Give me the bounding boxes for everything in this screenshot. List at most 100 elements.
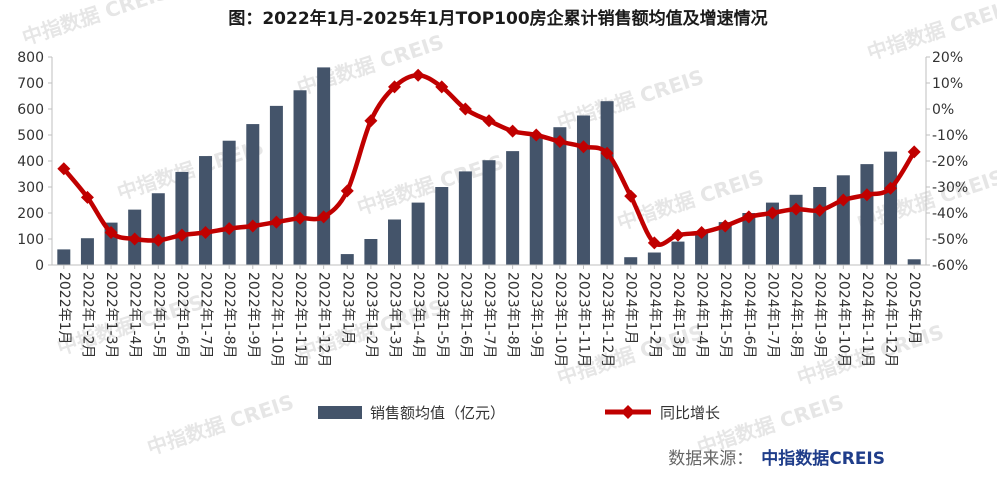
y-left-tick-label: 700	[17, 76, 44, 92]
line-point	[600, 146, 614, 160]
x-tick-label: 2024年1-2月	[646, 272, 662, 359]
bar	[506, 151, 520, 265]
bar	[695, 231, 709, 265]
line-point	[789, 202, 803, 216]
x-tick-label: 2024年1-12月	[883, 272, 899, 367]
x-tick-label: 2023年1-3月	[387, 272, 403, 359]
bar	[340, 254, 354, 265]
x-tick-label: 2024年1-3月	[670, 272, 686, 359]
x-tick-label: 2024年1-5月	[717, 272, 733, 359]
line-point	[506, 124, 520, 138]
line-point	[57, 162, 71, 176]
y-axis-right: -60% -50% -40% -30% -20% -10% 0% 10% 20%	[925, 50, 968, 274]
bar	[813, 187, 827, 265]
bar	[57, 249, 71, 265]
source-brand: 中指数据CREIS	[761, 449, 885, 469]
source-label: 数据来源：	[668, 449, 754, 469]
bar	[860, 164, 874, 265]
line-point	[435, 80, 449, 94]
line-point	[765, 206, 779, 220]
x-tick-label: 2022年1-12月	[316, 272, 332, 367]
x-tick-label: 2023年1-5月	[434, 272, 450, 358]
bar	[482, 160, 496, 265]
bar	[671, 241, 685, 265]
line-series	[57, 68, 921, 250]
bar	[529, 135, 543, 265]
y-axis-left: 0 100 200 300 400 500 600 700 800	[17, 50, 53, 274]
x-tick-label: 2023年1-4月	[410, 272, 426, 359]
bar	[435, 187, 449, 265]
line-point	[695, 226, 709, 239]
bar	[317, 67, 331, 266]
bar	[624, 257, 638, 265]
bar	[765, 202, 779, 265]
x-tick-label: 2024年1-7月	[764, 272, 780, 359]
line-point	[482, 114, 496, 128]
x-tick-label: 2023年1-11月	[575, 272, 591, 367]
watermark-3: 中指数据 CREIS	[864, 0, 997, 65]
x-tick-label: 2022年1-4月	[127, 272, 143, 359]
bar	[293, 90, 307, 265]
bar	[411, 202, 425, 265]
y-right-tick-label: -40%	[932, 206, 968, 222]
x-tick-label: 2022年1-2月	[79, 272, 95, 359]
x-tick-label: 2024年1-11月	[859, 272, 875, 367]
line-point	[128, 232, 142, 246]
x-tick-label: 2022年1-10月	[268, 272, 284, 367]
y-left-tick-label: 500	[17, 128, 44, 144]
x-tick-label: 2024年1月	[623, 272, 639, 345]
bar	[199, 156, 213, 265]
bar	[222, 140, 236, 265]
x-axis: 2022年1月 2022年1-2月 2022年1-3月 2022年1-4月 2022年1…	[52, 264, 926, 367]
bar	[553, 127, 567, 265]
line-point	[836, 193, 850, 207]
line-point	[576, 140, 590, 154]
y-right-tick-label: 0%	[932, 102, 954, 118]
line-point	[907, 145, 921, 159]
source-note: 数据来源： 中指数据CREIS	[668, 444, 885, 469]
bar	[836, 175, 850, 265]
watermark-4: 中指数据 CREIS	[114, 135, 267, 205]
watermark-0: 中指数据 CREIS	[19, 0, 172, 50]
x-tick-label: 2023年1-9月	[528, 272, 544, 359]
x-tick-label: 2022年1-3月	[103, 272, 119, 359]
bar	[600, 101, 614, 265]
line-point	[458, 102, 472, 116]
x-tick-label: 2024年1-6月	[741, 272, 757, 359]
line-point	[742, 210, 756, 224]
line-point	[364, 114, 378, 128]
line-point	[411, 68, 425, 82]
line-point	[246, 219, 260, 233]
x-tick-label: 2022年1-9月	[245, 272, 261, 359]
line-point	[199, 226, 213, 239]
line-point	[553, 135, 567, 148]
bar	[175, 171, 189, 265]
y-right-tick-label: 10%	[932, 76, 963, 92]
x-tick-label: 2023年1-12月	[599, 272, 615, 367]
line-point	[813, 203, 827, 217]
line-point	[624, 189, 638, 203]
legend: 销售额均值（亿元） 同比增长	[318, 404, 720, 422]
bar	[269, 105, 283, 265]
y-left-tick-label: 400	[17, 154, 44, 170]
bar	[718, 222, 732, 265]
bar	[884, 151, 898, 265]
line-point	[340, 184, 354, 198]
legend-bar-swatch	[318, 406, 362, 419]
x-tick-label: 2022年1-7月	[198, 272, 214, 359]
x-tick-label: 2025年1月	[906, 272, 922, 345]
line-point	[317, 210, 331, 224]
line-point	[293, 211, 307, 225]
x-tick-label: 2022年1-11月	[292, 272, 308, 367]
y-left-tick-label: 600	[17, 102, 44, 118]
bar-series	[57, 67, 921, 266]
x-tick-label: 2023年1月	[339, 272, 355, 345]
bar	[647, 252, 661, 265]
line-point	[860, 188, 874, 202]
bar	[458, 171, 472, 265]
y-right-tick-label: -20%	[932, 154, 968, 170]
x-tick-label: 2023年1-6月	[457, 272, 473, 359]
legend-bar-label: 销售额均值（亿元）	[370, 404, 505, 422]
line-point	[388, 80, 402, 94]
bar	[246, 124, 260, 265]
